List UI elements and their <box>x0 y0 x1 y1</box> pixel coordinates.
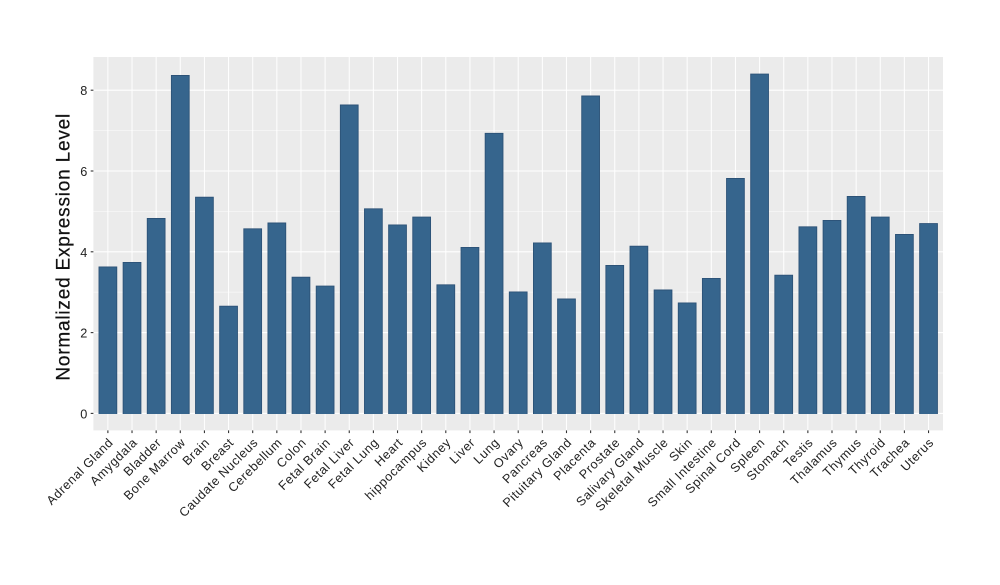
svg-text:4: 4 <box>80 246 87 260</box>
svg-text:6: 6 <box>80 165 87 179</box>
svg-text:2: 2 <box>80 327 87 341</box>
svg-text:8: 8 <box>80 84 87 98</box>
svg-text:Normalized Expression Level: Normalized Expression Level <box>53 113 74 381</box>
svg-text:0: 0 <box>80 407 87 421</box>
